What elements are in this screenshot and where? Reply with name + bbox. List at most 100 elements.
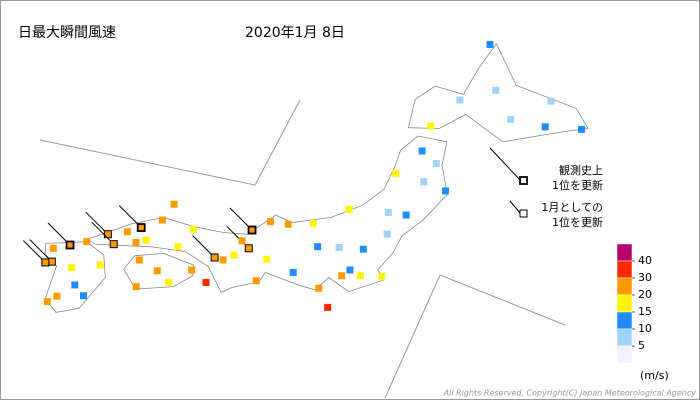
station: [123, 228, 131, 236]
station: [315, 284, 323, 292]
record-leader: [22, 240, 43, 260]
station: [210, 253, 219, 262]
legend-label: 1位を更新: [552, 178, 603, 192]
station: [432, 159, 440, 167]
station: [578, 125, 586, 133]
station: [53, 292, 61, 300]
station: [507, 115, 515, 123]
record-leader: [192, 235, 212, 255]
station: [486, 40, 494, 48]
station: [378, 273, 386, 281]
record-leader: [29, 239, 50, 259]
scale-swatch: [616, 328, 633, 347]
station: [335, 243, 343, 251]
scale-label: 20: [638, 288, 652, 301]
station: [71, 281, 79, 289]
legend-label: 観測史上: [559, 163, 603, 177]
station: [384, 209, 392, 217]
station: [96, 261, 104, 269]
station: [324, 303, 332, 311]
legend-label: 1位を更新: [552, 215, 603, 229]
scale-label: 10: [638, 322, 652, 335]
station: [103, 230, 112, 239]
station: [135, 256, 143, 264]
station: [247, 225, 257, 235]
title: 日最大瞬間風速: [18, 25, 116, 41]
station: [83, 238, 91, 246]
station: [132, 239, 140, 247]
record-leader: [47, 222, 68, 243]
station: [49, 244, 57, 252]
station: [132, 283, 140, 291]
legend-label: 1月としての: [541, 201, 603, 214]
date: 2020年1月 8日: [245, 25, 345, 41]
inset-border: [39, 99, 301, 186]
station: [238, 237, 246, 245]
station: [65, 240, 75, 250]
legend-record-symbol: [519, 209, 528, 218]
station: [109, 240, 118, 249]
station: [142, 236, 150, 244]
copyright: All Rights Reserved, Copyright(C) Japan …: [443, 389, 697, 398]
station: [189, 225, 197, 233]
legend-leader: [489, 147, 521, 181]
station: [41, 258, 50, 267]
station: [165, 278, 173, 286]
station: [188, 266, 196, 274]
scale-swatch: [616, 260, 633, 279]
scale-label: 40: [638, 254, 652, 267]
scale-label: 30: [638, 271, 652, 284]
record-leader: [118, 205, 139, 225]
station: [284, 220, 292, 228]
scale-label: 15: [638, 305, 652, 318]
island: [86, 135, 448, 293]
station: [202, 278, 210, 286]
station: [219, 256, 227, 264]
station: [418, 147, 426, 155]
station: [174, 243, 182, 251]
station: [492, 86, 500, 94]
unit: (m/s): [640, 369, 669, 382]
scale-swatch: [616, 294, 633, 313]
station: [359, 245, 367, 253]
station: [263, 255, 271, 263]
scale-swatch: [616, 345, 633, 364]
station: [547, 97, 555, 105]
station: [43, 298, 51, 306]
station: [136, 223, 146, 232]
legend-leader: [509, 200, 521, 214]
record-leader: [91, 221, 112, 242]
station: [402, 211, 410, 219]
station: [356, 272, 364, 280]
station: [309, 219, 317, 227]
scale-label: 5: [638, 339, 645, 352]
scale-swatch: [616, 277, 633, 296]
station: [230, 251, 238, 259]
record-leader: [85, 211, 106, 232]
station: [442, 187, 450, 195]
station: [47, 257, 56, 266]
station: [244, 244, 253, 253]
stations: [22, 40, 586, 311]
station: [170, 200, 178, 208]
legend-record-symbol: [519, 176, 528, 185]
station: [338, 272, 346, 280]
station: [314, 243, 322, 251]
station: [153, 267, 161, 275]
station: [252, 277, 260, 285]
scale-swatch: [616, 311, 633, 330]
inset-border: [384, 274, 566, 399]
station: [392, 169, 400, 177]
station: [79, 292, 87, 300]
station: [289, 268, 297, 276]
record-leader: [229, 207, 250, 228]
scale-swatch: [616, 243, 633, 262]
station: [420, 178, 428, 186]
station: [68, 263, 76, 271]
station: [456, 96, 464, 104]
station: [158, 216, 166, 224]
station: [266, 218, 274, 226]
